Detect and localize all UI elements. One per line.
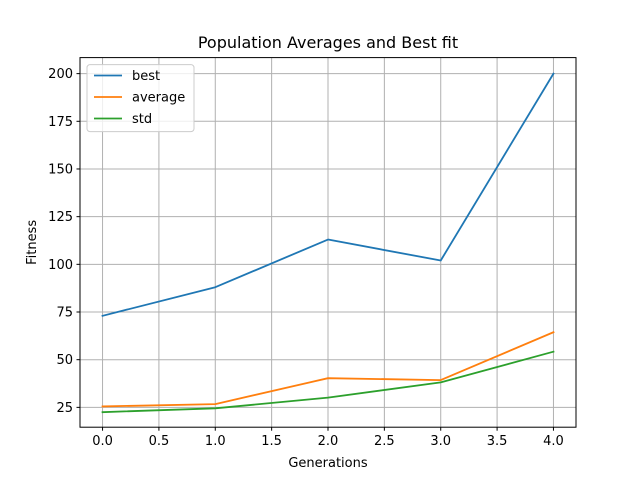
y-tick-label: 150 [48, 162, 73, 177]
x-tick-label: 3.0 [430, 434, 451, 449]
x-tick-label: 3.5 [487, 434, 508, 449]
x-tick-label: 0.5 [149, 434, 170, 449]
series-line-average [101, 331, 555, 408]
x-tick-label: 0.0 [92, 434, 113, 449]
grid [80, 57, 576, 428]
legend-label-best: best [132, 69, 160, 84]
y-tick-label: 175 [48, 115, 73, 130]
chart-title: Population Averages and Best fit [198, 33, 458, 52]
legend-label-average: average [132, 91, 185, 106]
y-tick-label: 125 [48, 210, 73, 225]
x-tick-label: 4.0 [543, 434, 564, 449]
x-axis-label: Generations [288, 456, 368, 471]
y-tick-label: 50 [56, 353, 73, 368]
x-tick-label: 1.5 [261, 434, 282, 449]
y-tick-label: 25 [56, 401, 73, 416]
y-axis-label: Fitness [25, 220, 40, 265]
legend-box [86, 64, 195, 133]
series-line-std [101, 350, 555, 414]
series-line-best [101, 72, 555, 317]
series-lines [101, 72, 555, 414]
y-tick-label: 100 [48, 258, 73, 273]
x-tick-label: 2.5 [374, 434, 395, 449]
y-tick-label: 200 [48, 67, 73, 82]
x-tick-label: 1.0 [205, 434, 226, 449]
legend-label-std: std [132, 112, 152, 127]
y-tick-label: 75 [56, 306, 73, 321]
axis-ticks: 0.0 0.5 1.0 1.5 2.0 2.5 3.0 3.5 4.0 25 50 75 100 125 1… [48, 67, 564, 449]
x-tick-label: 2.0 [318, 434, 339, 449]
legend: best average std [86, 64, 195, 133]
